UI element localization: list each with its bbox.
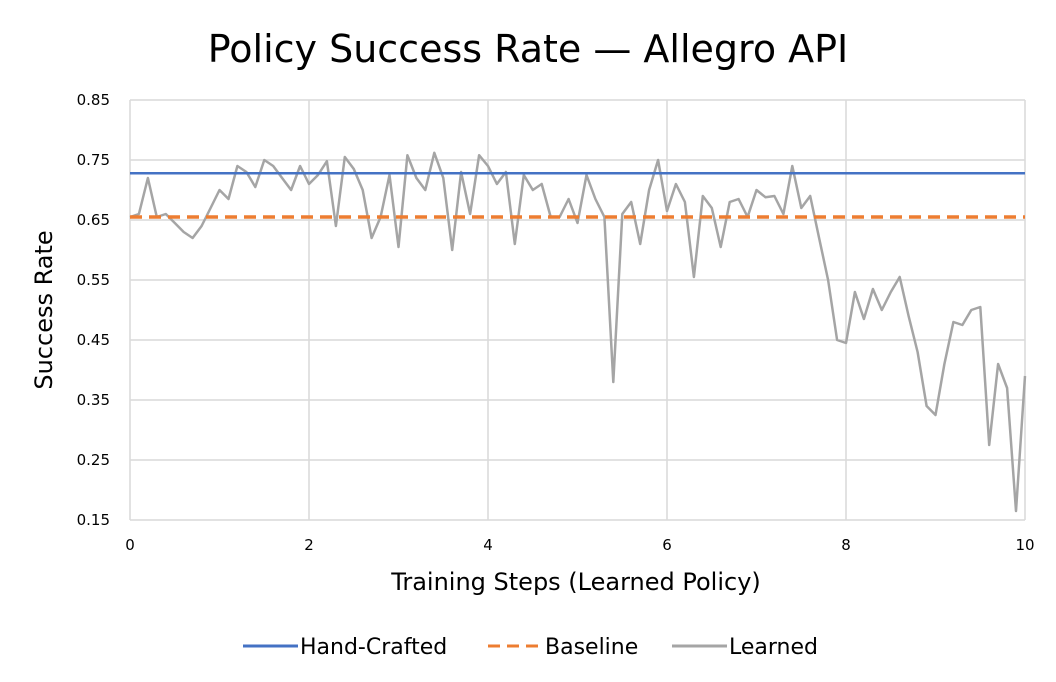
x-axis-ticks: 0 2 4 6 8 10 (125, 536, 1034, 554)
y-tick-label: 0.65 (77, 211, 110, 229)
y-tick-label: 0.75 (77, 151, 110, 169)
legend-label: Learned (729, 635, 818, 660)
y-tick-label: 0.35 (77, 391, 110, 409)
legend-label: Baseline (545, 635, 638, 660)
x-tick-label: 6 (662, 536, 672, 554)
plot-area (129, 99, 1027, 521)
x-tick-label: 0 (125, 536, 135, 554)
series-lines (129, 151, 1027, 513)
legend: Hand-Crafted Baseline Learned (243, 635, 818, 660)
y-axis-ticks: 0.15 0.25 0.35 0.45 0.55 0.65 0.75 0.85 (77, 91, 110, 529)
x-tick-label: 8 (841, 536, 851, 554)
grid-lines-horizontal (130, 99, 1025, 521)
y-tick-label: 0.55 (77, 271, 110, 289)
y-tick-label: 0.15 (77, 511, 110, 529)
x-tick-label: 4 (483, 536, 493, 554)
legend-label: Hand-Crafted (300, 635, 447, 660)
y-axis-title: Success Rate (30, 230, 58, 389)
x-tick-label: 10 (1015, 536, 1034, 554)
x-axis-title: Training Steps (Learned Policy) (390, 568, 761, 596)
chart-title: Policy Success Rate — Allegro API (208, 27, 849, 71)
y-tick-label: 0.45 (77, 331, 110, 349)
y-tick-label: 0.85 (77, 91, 110, 109)
series-line-learned (129, 151, 1027, 513)
x-tick-label: 2 (304, 536, 314, 554)
grid-lines-vertical (129, 100, 1026, 520)
y-tick-label: 0.25 (77, 451, 110, 469)
